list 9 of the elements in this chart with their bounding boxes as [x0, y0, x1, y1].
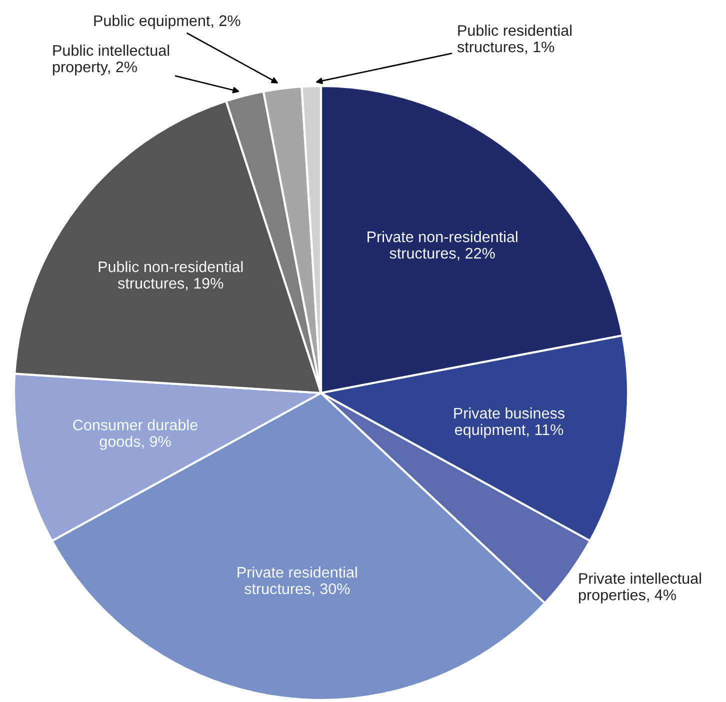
- slice-label: Private residential structures, 30%: [238, 566, 357, 596]
- slice-label: Public residential structures, 1%: [457, 24, 572, 54]
- slice-label: Private business equipment, 11%: [454, 407, 564, 438]
- slice-label: Private non-residential structures, 22%: [368, 230, 518, 260]
- slice-label: Public equipment, 2%: [94, 14, 240, 30]
- slice-label: Public non-residential structures, 19%: [98, 260, 243, 290]
- slice-label: Private intellectual properties, 4%: [578, 572, 701, 604]
- slice-label: Public intellectual property, 2%: [52, 44, 170, 76]
- slice-label: Consumer durable goods, 9%: [73, 419, 198, 450]
